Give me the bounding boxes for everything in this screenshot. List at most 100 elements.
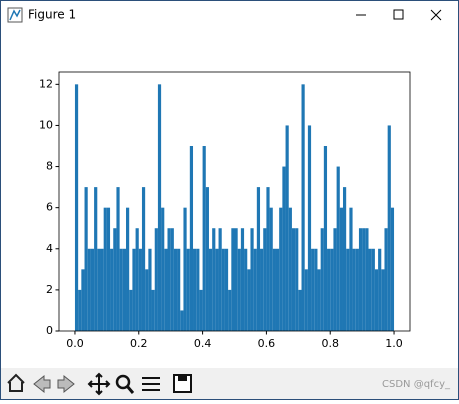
bar xyxy=(205,187,209,331)
bar xyxy=(145,269,149,331)
bar xyxy=(279,207,283,331)
pan-button[interactable] xyxy=(87,372,111,396)
bar xyxy=(151,289,155,331)
save-icon-detail xyxy=(178,376,187,381)
bar xyxy=(157,84,162,331)
bar xyxy=(170,228,174,331)
bar xyxy=(167,228,171,331)
bar xyxy=(90,248,95,331)
bar xyxy=(288,207,292,331)
bar xyxy=(355,248,359,331)
y-tick-label: 2 xyxy=(46,283,53,296)
bar xyxy=(352,248,356,331)
bar xyxy=(368,248,372,331)
forward-button[interactable] xyxy=(57,374,75,394)
bar xyxy=(311,248,315,331)
bar xyxy=(371,248,375,331)
home-button[interactable] xyxy=(7,373,25,392)
bar xyxy=(387,125,391,331)
y-tick-label: 6 xyxy=(46,201,53,214)
close-button[interactable] xyxy=(430,9,442,21)
bar xyxy=(164,248,168,331)
bar xyxy=(100,248,104,331)
y-tick-label: 0 xyxy=(46,324,53,337)
bar xyxy=(78,289,82,331)
y-tick-label: 12 xyxy=(39,77,53,90)
bar xyxy=(84,187,88,331)
bar xyxy=(196,248,200,331)
bar xyxy=(317,269,321,331)
zoom-button[interactable] xyxy=(115,374,131,390)
bar xyxy=(183,207,187,331)
bar xyxy=(106,207,111,331)
bar xyxy=(275,248,280,331)
x-tick-label: 0.0 xyxy=(66,337,84,350)
bar xyxy=(269,207,273,331)
bar xyxy=(301,84,305,331)
bar xyxy=(173,248,178,331)
bar xyxy=(135,228,139,331)
bar xyxy=(346,248,350,331)
toolbar xyxy=(1,368,458,399)
bar xyxy=(339,207,343,331)
bar xyxy=(202,146,206,331)
y-tick-label: 8 xyxy=(46,160,53,173)
bar xyxy=(244,248,248,331)
bar xyxy=(141,187,146,331)
bar xyxy=(186,248,190,331)
bar xyxy=(193,248,197,331)
bar xyxy=(177,248,181,331)
zoom-handle xyxy=(125,385,135,394)
bar xyxy=(314,248,318,331)
bar xyxy=(126,207,130,331)
y-tick-label: 4 xyxy=(46,242,53,255)
bar xyxy=(390,207,395,331)
bar xyxy=(74,84,79,331)
bar xyxy=(291,228,296,331)
app-icon-graph xyxy=(9,9,21,21)
bar xyxy=(113,228,117,331)
bar xyxy=(208,248,213,331)
bar xyxy=(132,248,136,331)
bar xyxy=(266,187,270,331)
bar xyxy=(148,248,152,331)
x-tick-label: 1.0 xyxy=(385,337,403,350)
back-button[interactable] xyxy=(33,374,51,394)
bar xyxy=(94,187,98,331)
configure-button[interactable] xyxy=(142,377,160,391)
bar xyxy=(247,269,251,331)
bar xyxy=(349,207,353,331)
bar xyxy=(228,289,232,331)
bar xyxy=(381,269,385,331)
watermark: CSDN @qfcy_ xyxy=(382,379,451,390)
bar xyxy=(342,187,347,331)
bar xyxy=(327,248,331,331)
bar xyxy=(307,125,312,331)
bar xyxy=(189,146,194,331)
x-tick-label: 0.8 xyxy=(321,337,339,350)
bar xyxy=(323,146,328,331)
bar xyxy=(154,228,158,331)
bar xyxy=(180,310,184,331)
x-tick-label: 0.6 xyxy=(258,337,276,350)
bar xyxy=(161,207,165,331)
plot: 0 2 4 6 8 10 12 0.0 0.2 0.4 0.6 0.8 1.0 xyxy=(39,71,411,350)
bar xyxy=(260,248,264,331)
bar xyxy=(122,248,127,331)
bar xyxy=(365,228,369,331)
maximize-button[interactable] xyxy=(393,9,404,20)
bar xyxy=(304,269,308,331)
bar xyxy=(215,248,219,331)
bar xyxy=(116,187,120,331)
toolbar-buttons xyxy=(7,372,192,396)
bar xyxy=(240,228,245,331)
bar xyxy=(221,248,225,331)
bar xyxy=(250,228,254,331)
bar xyxy=(282,166,286,331)
bar xyxy=(358,228,363,331)
bar xyxy=(285,125,289,331)
bar xyxy=(81,269,85,331)
bar xyxy=(87,248,91,331)
